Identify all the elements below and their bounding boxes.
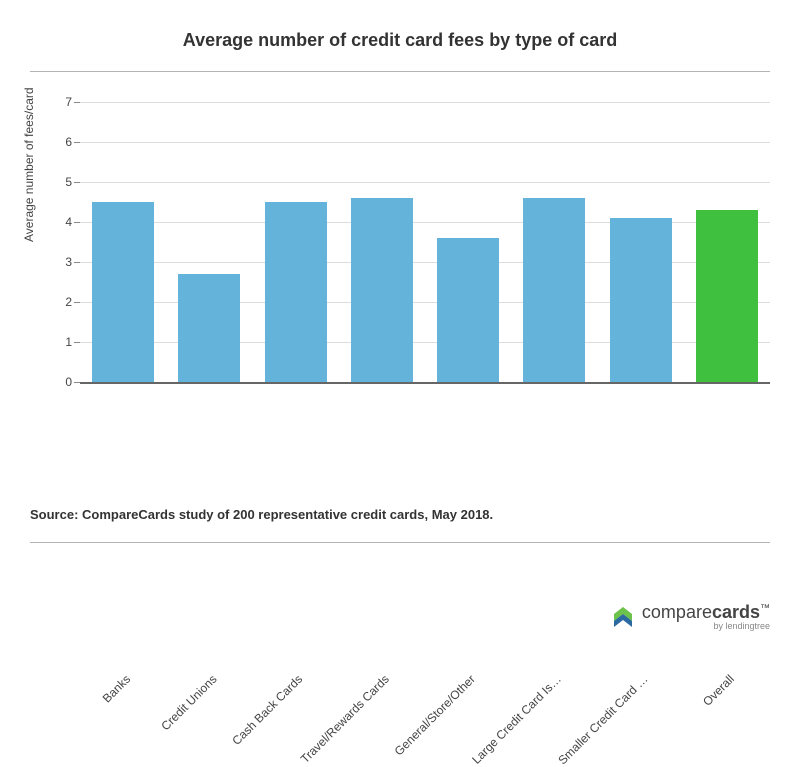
bar-banks xyxy=(92,202,154,382)
x-label: General/Store/Other xyxy=(392,672,478,758)
bar-cash-back xyxy=(265,202,327,382)
brand-logo: comparecards™ by lendingtree xyxy=(610,602,770,631)
ytick-label: 1 xyxy=(50,335,72,349)
bar-credit-unions xyxy=(178,274,240,382)
ytick-label: 7 xyxy=(50,95,72,109)
ytick xyxy=(74,382,80,383)
brand-name: comparecards™ xyxy=(642,602,770,623)
bars-layer: Banks Credit Unions Cash Back Cards Trav… xyxy=(80,102,770,382)
chart-card: Average number of credit card fees by ty… xyxy=(0,0,800,657)
x-label: Travel/Rewards Cards xyxy=(298,672,392,766)
ytick-label: 5 xyxy=(50,175,72,189)
chart-area: Average number of fees/card 7 6 5 4 3 2 xyxy=(30,102,770,462)
ytick-label: 6 xyxy=(50,135,72,149)
ytick-label: 0 xyxy=(50,375,72,389)
divider-bottom xyxy=(30,542,770,543)
plot-area: 7 6 5 4 3 2 1 0 xyxy=(80,102,770,384)
x-label: Overall xyxy=(700,672,737,709)
source-text: Source: CompareCards study of 200 repres… xyxy=(30,507,770,522)
x-label: Smaller Credit Card … xyxy=(555,672,650,767)
bar-smaller-issuer xyxy=(610,218,672,382)
brand-name-prefix: compare xyxy=(642,602,712,622)
brand-text-block: comparecards™ by lendingtree xyxy=(642,602,770,631)
ytick-label: 4 xyxy=(50,215,72,229)
ytick-label: 3 xyxy=(50,255,72,269)
brand-byline: by lendingtree xyxy=(713,621,770,631)
x-label: Large Credit Card Is… xyxy=(469,672,564,767)
x-label: Credit Unions xyxy=(158,672,219,733)
y-axis-label: Average number of fees/card xyxy=(22,87,36,242)
x-label: Banks xyxy=(100,672,133,705)
chart-title: Average number of credit card fees by ty… xyxy=(30,30,770,51)
brand-name-bold: cards xyxy=(712,602,760,622)
bar-travel-rewards xyxy=(351,198,413,382)
bar-general-store xyxy=(437,238,499,382)
brand-mark-icon xyxy=(610,604,636,630)
bar-large-issuer xyxy=(523,198,585,382)
bar-overall xyxy=(696,210,758,382)
x-label: Cash Back Cards xyxy=(230,672,306,748)
ytick-label: 2 xyxy=(50,295,72,309)
divider-top xyxy=(30,71,770,72)
